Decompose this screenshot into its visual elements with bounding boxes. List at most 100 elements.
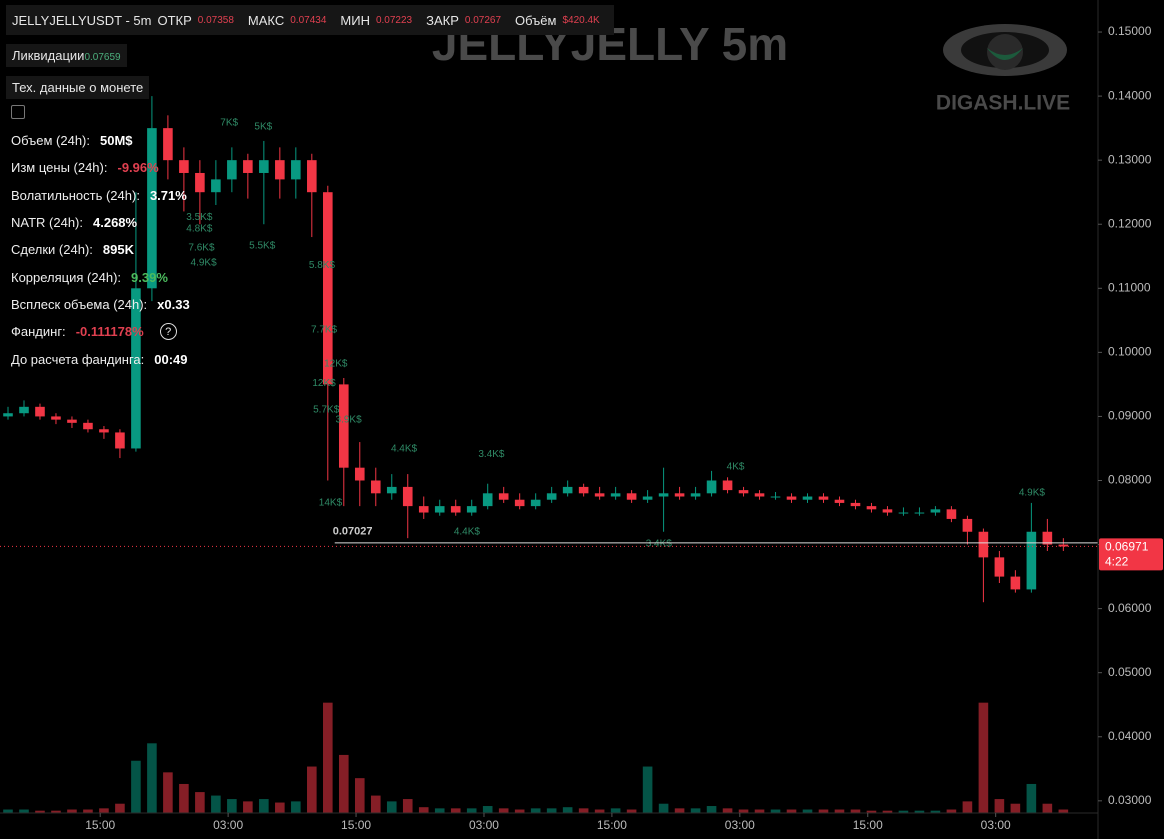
x-tick-label: 03:00 bbox=[469, 818, 499, 832]
candle-body bbox=[195, 172, 205, 193]
candle-body bbox=[994, 557, 1005, 577]
volume-bar bbox=[482, 806, 493, 813]
candle-body bbox=[99, 429, 109, 433]
candle-body bbox=[67, 419, 77, 423]
low-value: 0.07223 bbox=[375, 14, 413, 26]
candle-body bbox=[930, 509, 941, 513]
coin-data-text: Тех. данные о монете bbox=[12, 80, 144, 95]
candle-body bbox=[978, 531, 989, 558]
candle-body bbox=[1010, 576, 1021, 590]
volume-bar bbox=[658, 803, 669, 813]
y-tick-label: 0.05000 bbox=[1108, 665, 1152, 679]
volume-bar bbox=[690, 808, 701, 813]
volume-bar bbox=[978, 702, 989, 813]
trade-label: 12K$ bbox=[312, 378, 336, 389]
stat-row: Объем (24h): 50M$ bbox=[11, 127, 190, 154]
volume-bar bbox=[930, 810, 941, 813]
candle-body bbox=[338, 384, 349, 468]
y-tick-label: 0.06000 bbox=[1108, 601, 1152, 615]
x-tick-label: 15:00 bbox=[853, 818, 883, 832]
volume-bar bbox=[514, 809, 525, 813]
y-tick-label: 0.03000 bbox=[1108, 793, 1152, 807]
stats-panel: Объем (24h): 50M$ Изм цены (24h): -9.96% Вол… bbox=[11, 127, 190, 373]
trade-label: 4.9K$ bbox=[191, 257, 218, 268]
volume-bar bbox=[338, 754, 349, 813]
liquidations[interactable]: Ликвидации0.07659 bbox=[6, 44, 127, 67]
y-tick-label: 0.14000 bbox=[1108, 88, 1152, 102]
stat-label: Волатильность (24h): bbox=[11, 187, 140, 203]
y-tick-label: 0.04000 bbox=[1108, 729, 1152, 743]
volume-bar bbox=[243, 801, 253, 813]
volume-bar bbox=[962, 801, 973, 813]
volume-bar bbox=[163, 772, 173, 813]
help-icon[interactable]: ? bbox=[159, 323, 177, 341]
trade-label: 7.6K$ bbox=[188, 243, 215, 254]
candle-body bbox=[642, 496, 653, 500]
countdown-label: 4:22 bbox=[1105, 555, 1129, 569]
candle-body bbox=[818, 496, 829, 500]
candle-body bbox=[674, 493, 685, 497]
volume-bar bbox=[866, 810, 877, 813]
volume-bar bbox=[882, 810, 893, 813]
candle-body bbox=[514, 499, 525, 507]
candle-body bbox=[450, 506, 461, 513]
stat-value: -0.111178% bbox=[75, 324, 144, 340]
candle-body bbox=[546, 493, 557, 500]
y-tick-label: 0.15000 bbox=[1108, 24, 1152, 38]
x-tick-label: 15:00 bbox=[597, 818, 627, 832]
volume-bar bbox=[19, 809, 29, 813]
candle-body bbox=[83, 422, 93, 430]
volume-bar bbox=[83, 809, 93, 813]
volume-bar bbox=[99, 808, 109, 813]
volume-bar bbox=[562, 807, 573, 813]
candle-body bbox=[35, 406, 45, 417]
trade-label: 12K$ bbox=[324, 359, 348, 370]
volume-bar bbox=[418, 807, 429, 813]
volume-bar bbox=[1042, 803, 1053, 813]
trade-label: 5.8K$ bbox=[309, 260, 336, 271]
high-label: МАКС bbox=[247, 12, 285, 28]
volume-bar bbox=[802, 809, 813, 813]
x-tick-label: 03:00 bbox=[213, 818, 243, 832]
x-tick-label: 15:00 bbox=[85, 818, 115, 832]
y-tick-label: 0.13000 bbox=[1108, 152, 1152, 166]
symbol: JELLYJELLYUSDT - 5m bbox=[12, 12, 152, 28]
coin-data-button[interactable]: Тех. данные о монете bbox=[6, 76, 150, 99]
trade-label: 5K$ bbox=[254, 121, 272, 132]
candle-body bbox=[1026, 531, 1037, 590]
volume-bar bbox=[227, 799, 237, 813]
candle-body bbox=[530, 499, 541, 507]
stat-label: Изм цены (24h): bbox=[11, 160, 108, 176]
volume-bar bbox=[818, 809, 829, 813]
stat-value: 3.71% bbox=[149, 187, 187, 203]
candle-body bbox=[866, 506, 877, 510]
candle-body bbox=[834, 499, 845, 503]
stat-value: 4.268% bbox=[93, 215, 138, 231]
candle-body bbox=[610, 493, 621, 497]
y-tick-label: 0.08000 bbox=[1108, 473, 1152, 487]
stat-label: Объем (24h): bbox=[11, 133, 90, 149]
x-tick-label: 03:00 bbox=[725, 818, 755, 832]
stat-row: Всплеск объема (24h): x0.33 bbox=[11, 291, 190, 318]
volume-bar bbox=[642, 766, 653, 813]
low-label: МИН bbox=[340, 12, 370, 28]
collapse-toggle[interactable] bbox=[11, 105, 25, 119]
volume-bar bbox=[626, 809, 637, 813]
trade-label: 4.9K$ bbox=[1019, 487, 1046, 498]
last-price-label: 0.06971 bbox=[1105, 540, 1149, 554]
candle-body bbox=[115, 432, 125, 449]
stat-value: 00:49 bbox=[154, 351, 188, 367]
candle-body bbox=[131, 288, 141, 449]
candle-body bbox=[946, 509, 957, 519]
volume-bar bbox=[530, 808, 541, 813]
candle-body bbox=[786, 496, 797, 500]
volume-bar bbox=[466, 808, 477, 813]
candle-body bbox=[370, 480, 381, 494]
candle-body bbox=[3, 413, 13, 417]
volume-bar bbox=[179, 783, 189, 813]
candle-body bbox=[19, 406, 29, 414]
candle-body bbox=[386, 486, 397, 494]
candle-body bbox=[211, 179, 221, 193]
